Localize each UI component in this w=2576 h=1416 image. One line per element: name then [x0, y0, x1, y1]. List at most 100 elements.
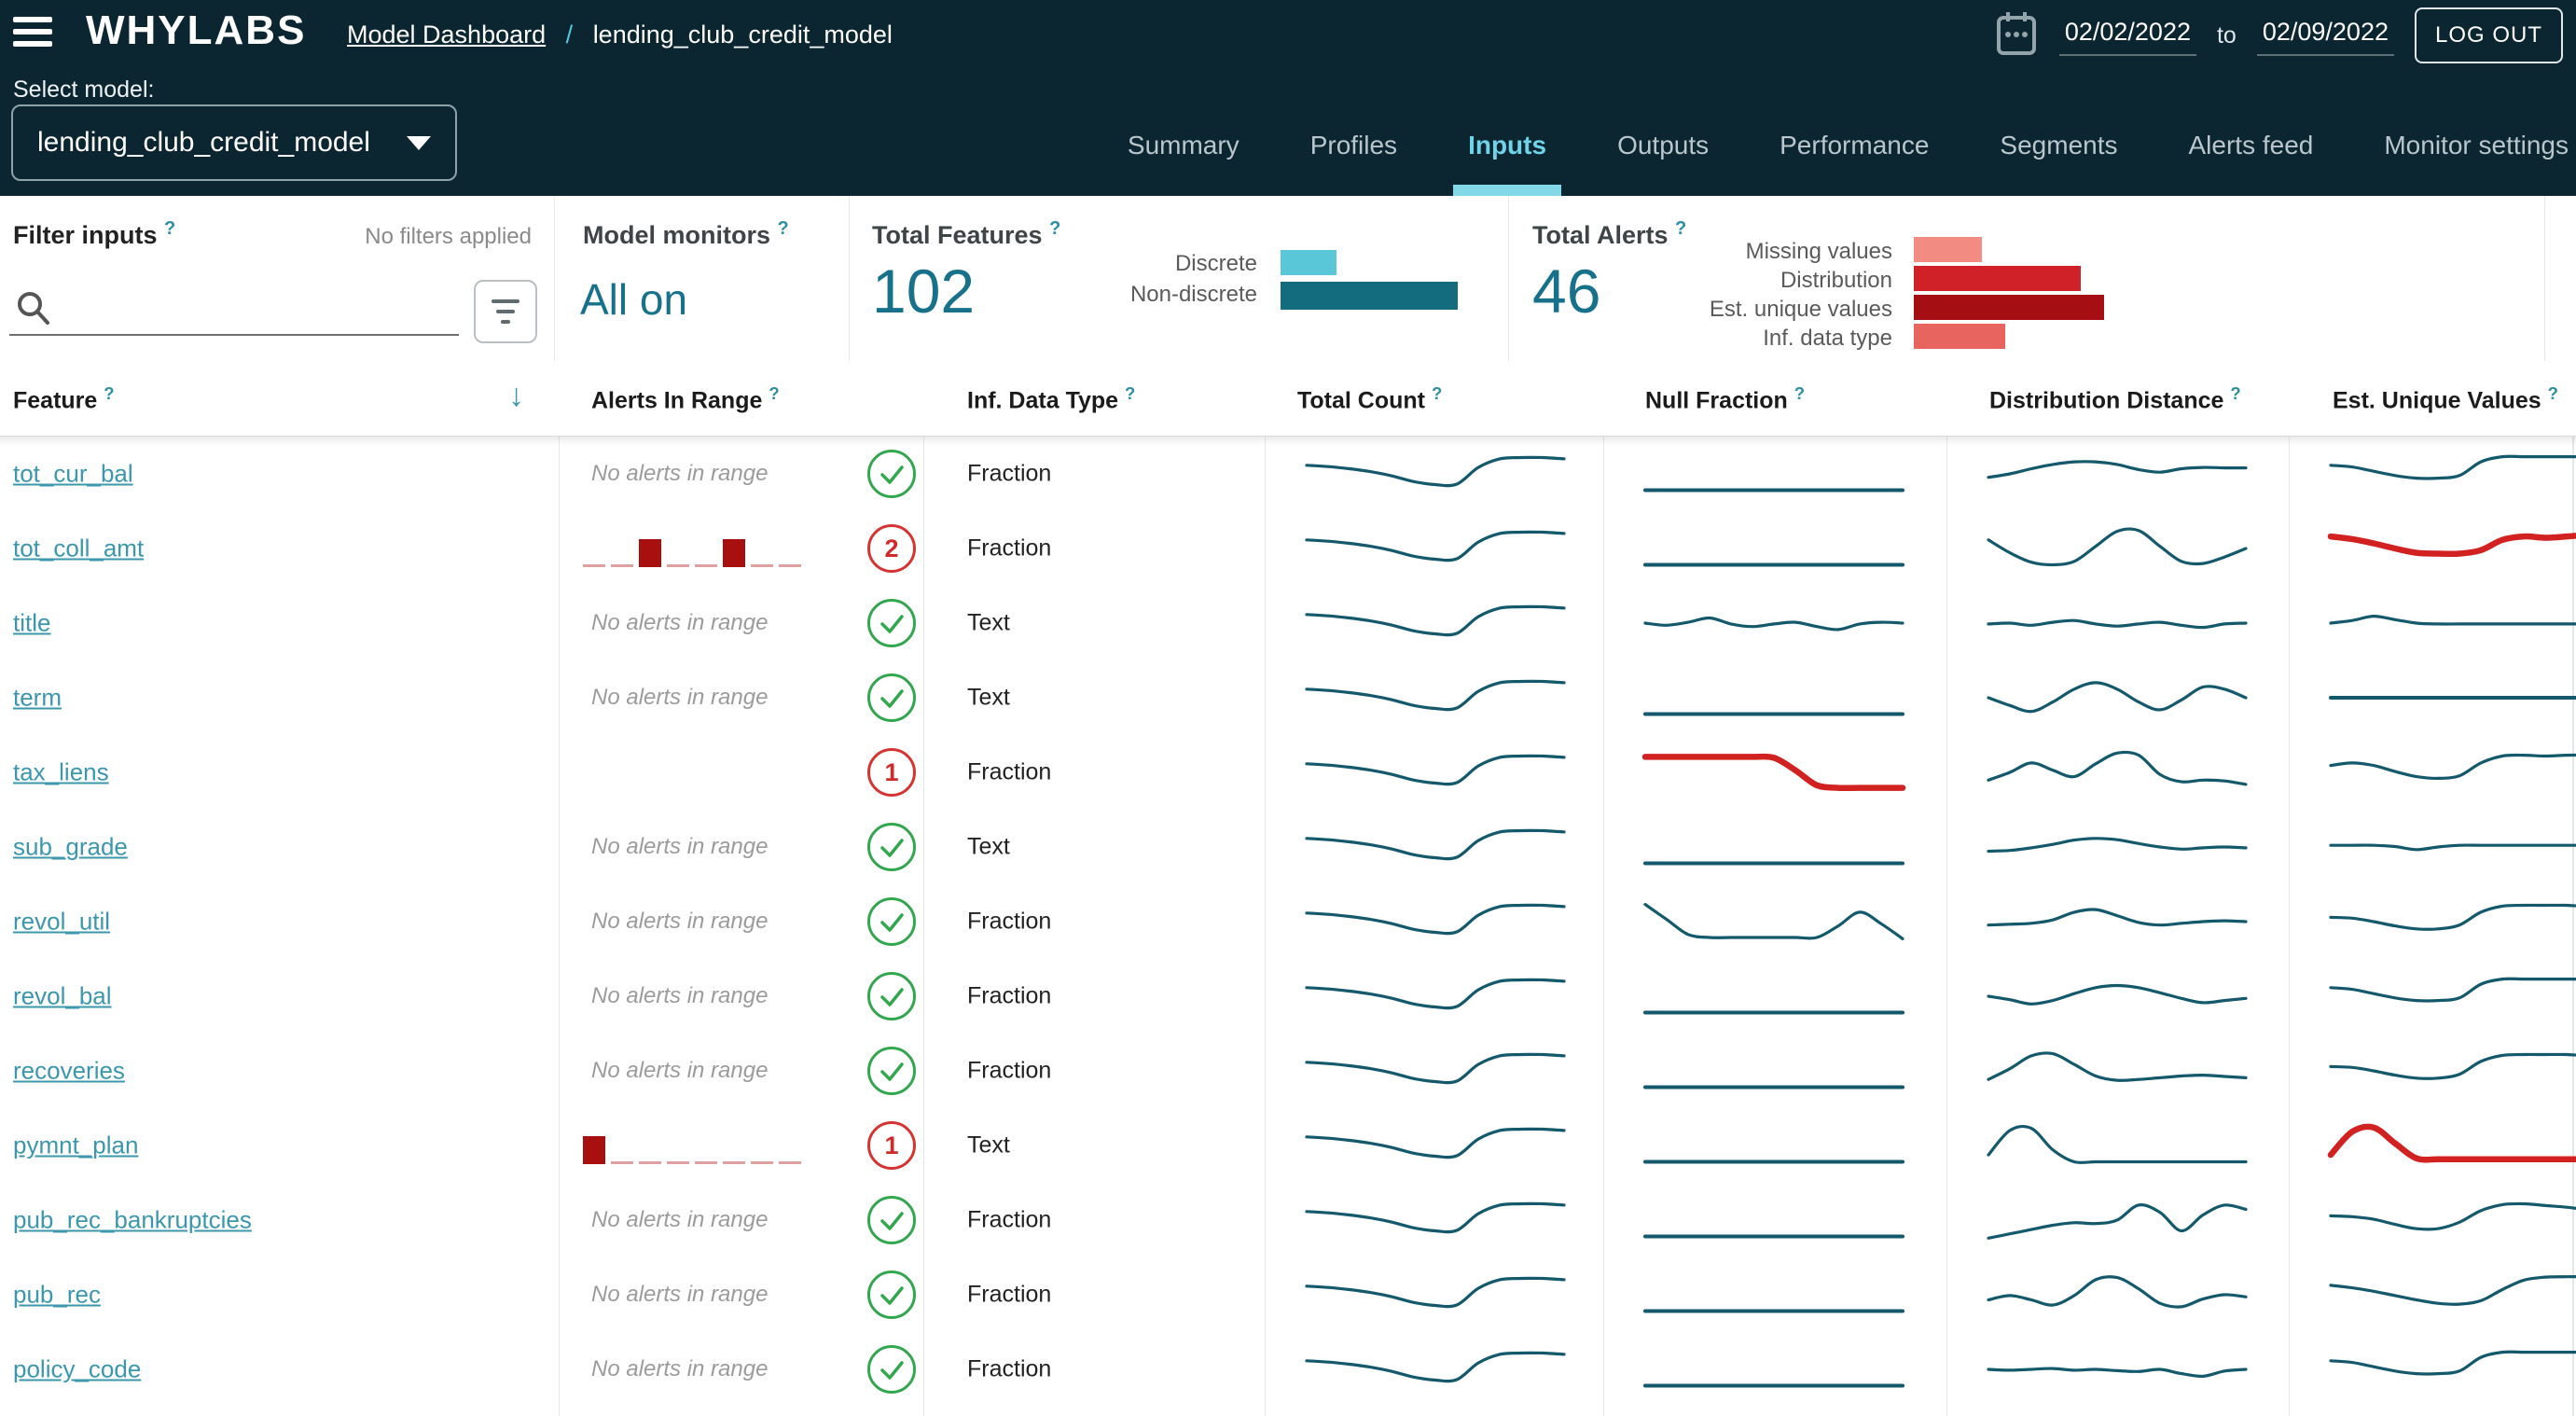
help-icon[interactable]: ? — [769, 383, 779, 403]
sort-descending-icon[interactable]: ↓ — [508, 378, 524, 414]
inferred-data-type: Fraction — [967, 1207, 1051, 1234]
calendar-icon[interactable] — [1994, 9, 2039, 62]
tabs: Summary Profiles Inputs Outputs Performance S… — [1073, 110, 2576, 196]
check-icon — [871, 976, 912, 1017]
sparkline-distribution-distance — [1988, 1045, 2246, 1097]
status-ok-badge[interactable] — [867, 599, 916, 647]
feature-type-bar-discrete — [1281, 250, 1336, 275]
tab-segments[interactable]: Segments — [2000, 110, 2117, 196]
search-input[interactable] — [63, 287, 450, 330]
feature-link-pub-rec-bankruptcies[interactable]: pub_rec_bankruptcies — [13, 1206, 252, 1235]
inferred-data-type: Fraction — [967, 461, 1051, 488]
status-ok-badge[interactable] — [867, 972, 916, 1020]
logout-button[interactable]: LOG OUT — [2415, 7, 2563, 63]
help-icon[interactable]: ? — [778, 218, 789, 239]
help-icon[interactable]: ? — [1794, 383, 1805, 403]
feature-link-title[interactable]: title — [13, 609, 50, 638]
date-from-input[interactable]: 02/02/2022 — [2059, 16, 2196, 56]
tab-profiles[interactable]: Profiles — [1310, 110, 1397, 196]
help-icon[interactable]: ? — [2548, 383, 2558, 403]
status-alert-badge[interactable]: 1 — [867, 748, 916, 797]
tab-performance[interactable]: Performance — [1780, 110, 1929, 196]
feature-link-recoveries[interactable]: recoveries — [13, 1057, 125, 1086]
help-icon[interactable]: ? — [1432, 383, 1442, 403]
column-divider — [559, 361, 560, 1416]
status-ok-badge[interactable] — [867, 1345, 916, 1394]
sparkline-distribution-distance — [1988, 597, 2246, 649]
status-ok-badge[interactable] — [867, 897, 916, 946]
breadcrumb-model-dashboard[interactable]: Model Dashboard — [347, 21, 546, 49]
tab-summary[interactable]: Summary — [1128, 110, 1240, 196]
feature-type-bar-non-discrete — [1281, 282, 1458, 310]
feature-link-tot-cur-bal[interactable]: tot_cur_bal — [13, 460, 133, 489]
sparkline-total-count — [1307, 970, 1564, 1022]
feature-link-sub-grade[interactable]: sub_grade — [13, 833, 128, 862]
tab-outputs[interactable]: Outputs — [1617, 110, 1709, 196]
sparkline-est-unique-values — [2331, 1194, 2576, 1246]
sparkline-total-count — [1307, 522, 1564, 575]
help-icon[interactable]: ? — [1675, 218, 1686, 239]
feature-link-pub-rec[interactable]: pub_rec — [13, 1281, 101, 1310]
alert-count: 2 — [884, 534, 898, 563]
alert-minichart — [583, 1131, 807, 1164]
sparkline-est-unique-values — [2331, 672, 2576, 724]
sparkline-null-fraction — [1645, 1119, 1903, 1172]
inferred-data-type: Text — [967, 1132, 1010, 1159]
help-icon[interactable]: ? — [1049, 218, 1060, 239]
alerts-in-range-text: No alerts in range — [591, 834, 768, 860]
column-header-alerts-in-range[interactable]: Alerts In Range ? — [591, 383, 780, 414]
menu-icon[interactable] — [13, 17, 54, 49]
alert-type-bar-missing-values — [1914, 237, 1982, 262]
alert-type-label-missing-values: Missing values — [1463, 239, 1892, 265]
alert-type-bar-inf-data-type — [1914, 324, 2005, 349]
model-select-value: lending_club_credit_model — [37, 127, 370, 159]
status-ok-badge[interactable] — [867, 823, 916, 871]
feature-link-pymnt-plan[interactable]: pymnt_plan — [13, 1131, 138, 1160]
column-header-est-unique-values[interactable]: Est. Unique Values ? — [2333, 383, 2558, 414]
column-header-feature[interactable]: Feature ? — [13, 383, 115, 414]
feature-link-tot-coll-amt[interactable]: tot_coll_amt — [13, 534, 144, 563]
date-to-input[interactable]: 02/09/2022 — [2257, 16, 2394, 56]
column-header-distribution-distance[interactable]: Distribution Distance ? — [1989, 383, 2241, 414]
column-divider — [1603, 361, 1604, 1416]
table-row: sub_gradeNo alerts in range Text — [0, 810, 2576, 884]
feature-link-revol-util[interactable]: revol_util — [13, 908, 110, 937]
whylabs-dashboard: WHYLABS Model Dashboard / lending_club_c… — [0, 0, 2576, 1416]
model-monitors-value: All on — [580, 274, 687, 325]
sparkline-total-count — [1307, 895, 1564, 948]
table-row: titleNo alerts in range Text — [0, 586, 2576, 660]
tab-inputs[interactable]: Inputs — [1468, 110, 1546, 196]
help-icon[interactable]: ? — [2230, 383, 2240, 403]
feature-link-revol-bal[interactable]: revol_bal — [13, 982, 112, 1011]
status-alert-badge[interactable]: 1 — [867, 1121, 916, 1170]
total-features-title: Total Features ? — [872, 218, 1060, 250]
table-row: pub_rec_bankruptcies No alerts in range F… — [0, 1183, 2576, 1257]
help-icon[interactable]: ? — [104, 383, 114, 403]
tab-alerts-feed[interactable]: Alerts feed — [2189, 110, 2314, 196]
status-ok-badge[interactable] — [867, 1196, 916, 1244]
alerts-in-range-text: No alerts in range — [591, 1207, 768, 1233]
column-header-null-fraction[interactable]: Null Fraction ? — [1645, 383, 1805, 414]
status-alert-badge[interactable]: 2 — [867, 524, 916, 573]
status-ok-badge[interactable] — [867, 1270, 916, 1319]
feature-link-term[interactable]: term — [13, 684, 62, 713]
status-ok-badge[interactable] — [867, 450, 916, 498]
sparkline-distribution-distance — [1988, 970, 2246, 1022]
help-icon[interactable]: ? — [1125, 383, 1135, 403]
feature-link-tax-liens[interactable]: tax_liens — [13, 758, 109, 787]
table-row: termNo alerts in range Text — [0, 660, 2576, 735]
status-ok-badge[interactable] — [867, 1047, 916, 1095]
column-header-inf-data-type[interactable]: Inf. Data Type ? — [967, 383, 1135, 414]
table-row: tax_liens1Fraction — [0, 735, 2576, 810]
tab-monitor-settings[interactable]: Monitor settings — [2384, 110, 2569, 196]
model-select-dropdown[interactable]: lending_club_credit_model — [11, 104, 457, 181]
inferred-data-type: Fraction — [967, 1356, 1051, 1383]
sparkline-null-fraction — [1645, 1045, 1903, 1097]
status-ok-badge[interactable] — [867, 673, 916, 722]
sparkline-null-fraction — [1645, 672, 1903, 724]
filter-icon — [492, 299, 519, 303]
search-field — [9, 282, 459, 336]
feature-link-policy-code[interactable]: policy_code — [13, 1355, 141, 1384]
column-header-total-count[interactable]: Total Count ? — [1297, 383, 1442, 414]
filter-button[interactable] — [474, 280, 537, 343]
